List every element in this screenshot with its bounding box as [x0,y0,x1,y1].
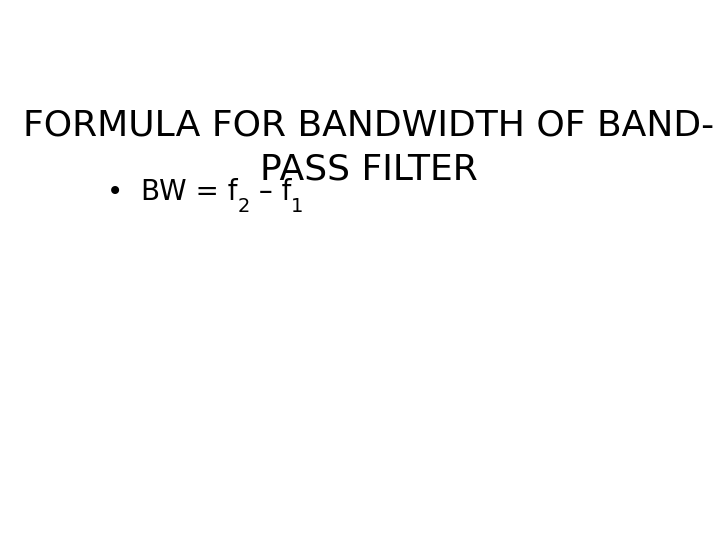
Text: FORMULA FOR BANDWIDTH OF BAND-: FORMULA FOR BANDWIDTH OF BAND- [24,109,714,143]
Text: 1: 1 [291,198,303,217]
Text: – f: – f [250,178,291,206]
Text: PASS FILTER: PASS FILTER [260,152,478,186]
Text: •  BW = f: • BW = f [107,178,238,206]
Text: 2: 2 [238,198,250,217]
